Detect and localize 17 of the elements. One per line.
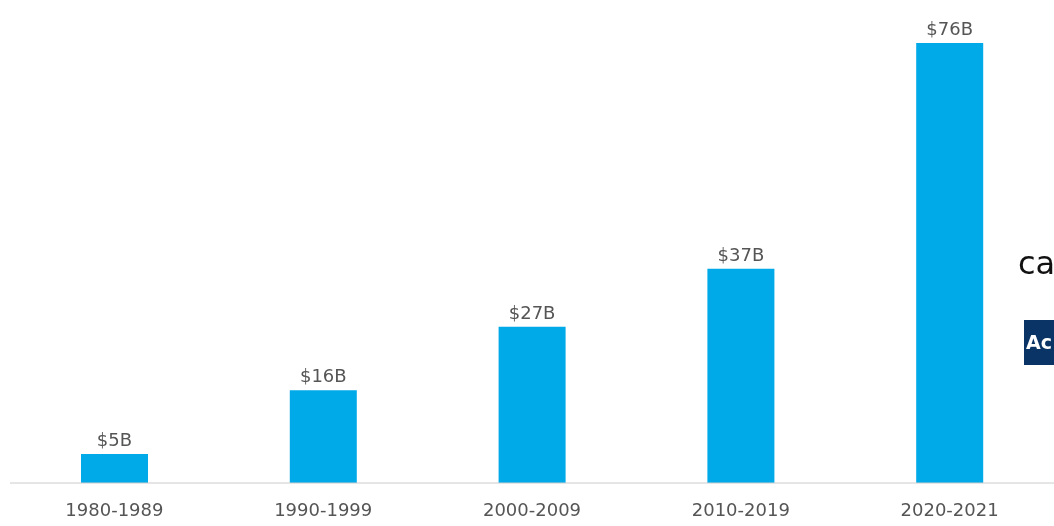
- x-tick-label: 2020-2021: [900, 498, 999, 520]
- x-tick-label: 2000-2009: [482, 498, 582, 520]
- x-tick-label: 1980-1989: [65, 498, 164, 520]
- bar: [707, 268, 775, 483]
- annotation: Ac: [1024, 320, 1054, 365]
- data-label: $27B: [508, 301, 556, 323]
- data-label: $16B: [299, 365, 347, 387]
- data-label: $76B: [926, 18, 974, 39]
- data-label: $37B: [717, 243, 765, 265]
- bar: [289, 390, 357, 483]
- x-tick-label: 2010-2019: [691, 498, 790, 520]
- data-label: $5B: [96, 429, 133, 451]
- bar: [498, 326, 566, 483]
- annotation: ca: [1018, 244, 1054, 282]
- bar: [81, 454, 148, 483]
- bar: [916, 43, 984, 483]
- x-tick-label: 1990-1999: [274, 498, 373, 520]
